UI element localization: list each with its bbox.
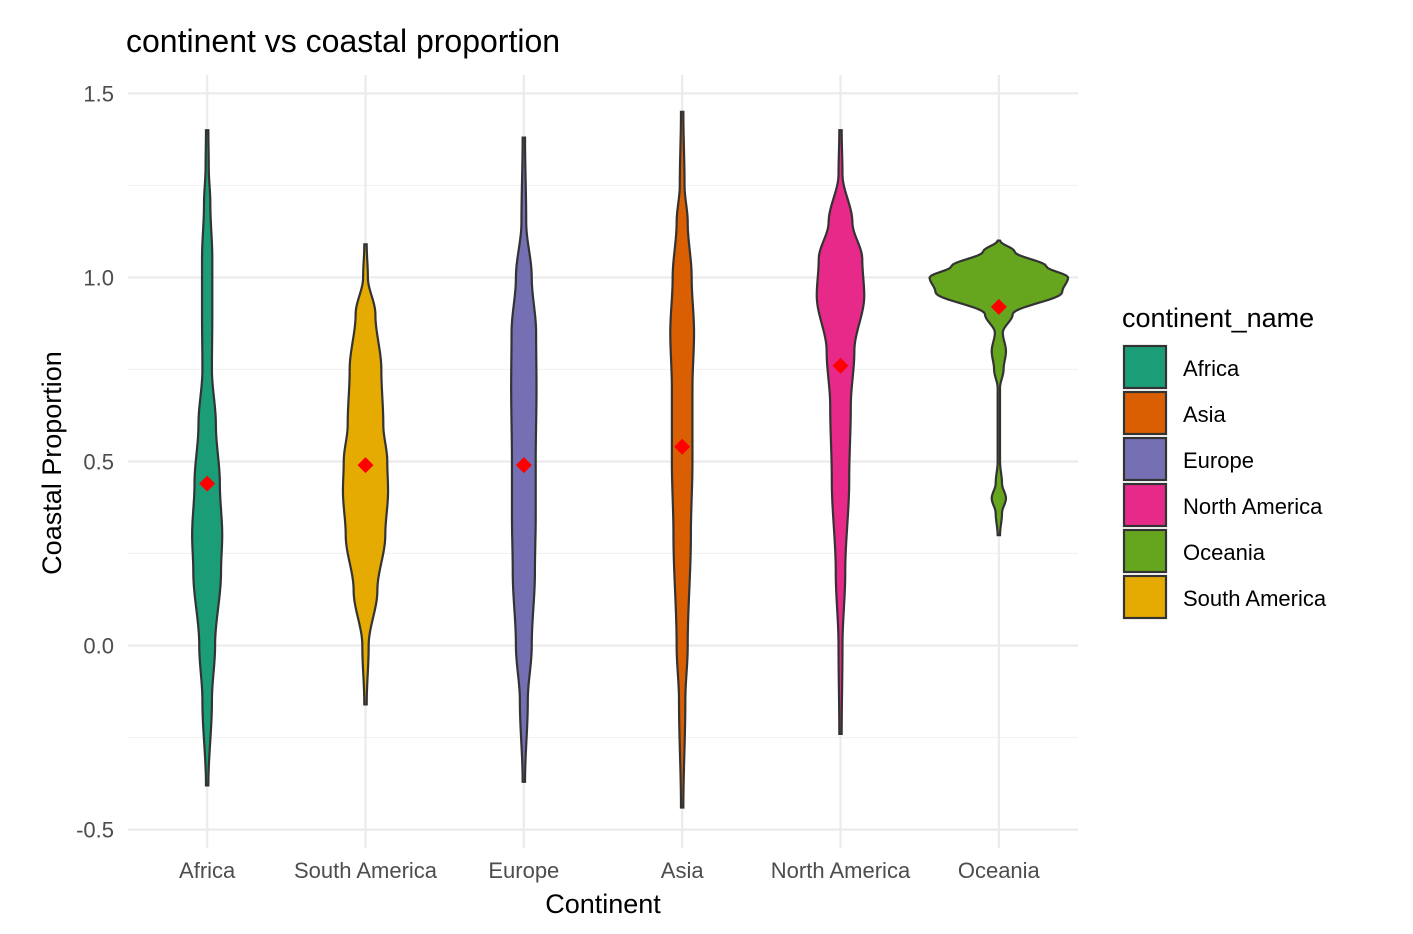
violin-oceania bbox=[928, 239, 1070, 537]
mean-marker-south-america bbox=[357, 457, 374, 474]
y-tick-label: 0.0 bbox=[83, 634, 114, 659]
x-tick-label: South America bbox=[294, 858, 438, 883]
x-tick-label: North America bbox=[771, 858, 911, 883]
x-tick-label: Europe bbox=[488, 858, 559, 883]
legend-label: North America bbox=[1183, 494, 1323, 519]
mean-marker-oceania bbox=[990, 298, 1007, 315]
axis-layer: -0.5 0.0 0.5 1.0 1.5 Africa South America Europ… bbox=[76, 81, 1040, 883]
legend-swatch bbox=[1122, 482, 1168, 528]
legend-label: South America bbox=[1183, 586, 1327, 611]
y-tick-label: 1.5 bbox=[83, 81, 114, 106]
x-axis-title: Continent bbox=[545, 889, 661, 919]
legend-swatch bbox=[1122, 390, 1168, 436]
x-tick-label: Asia bbox=[661, 858, 705, 883]
violin-africa bbox=[191, 129, 224, 787]
grid-layer bbox=[128, 75, 1078, 848]
y-tick-label: 0.5 bbox=[83, 450, 114, 475]
legend-label: Europe bbox=[1183, 448, 1254, 473]
legend: continent_name Africa Asia Europe North Ame… bbox=[1122, 303, 1327, 620]
x-tick-label: Oceania bbox=[958, 858, 1041, 883]
legend-label: Asia bbox=[1183, 402, 1227, 427]
violin-asia bbox=[669, 110, 696, 809]
legend-items: Africa Asia Europe North America Oceania Sout… bbox=[1122, 344, 1327, 620]
violin-south-america bbox=[341, 243, 390, 706]
chart-title: continent vs coastal proportion bbox=[126, 23, 560, 59]
legend-label: Africa bbox=[1183, 356, 1240, 381]
x-tick-label: Africa bbox=[179, 858, 236, 883]
mean-marker-north-america bbox=[832, 357, 849, 374]
y-tick-label: 1.0 bbox=[83, 265, 114, 290]
legend-swatch bbox=[1122, 436, 1168, 482]
violin-north-america bbox=[815, 129, 866, 735]
violin-layer bbox=[191, 110, 1070, 809]
legend-swatch bbox=[1122, 528, 1168, 574]
legend-title: continent_name bbox=[1122, 303, 1314, 333]
mean-marker-asia bbox=[674, 438, 691, 455]
mean-marker-europe bbox=[515, 457, 532, 474]
legend-swatch bbox=[1122, 344, 1168, 390]
legend-swatch bbox=[1122, 574, 1168, 620]
y-tick-label: -0.5 bbox=[76, 818, 114, 843]
mean-marker-layer bbox=[199, 298, 1007, 492]
mean-marker-africa bbox=[199, 475, 216, 492]
y-axis-title: Coastal Proportion bbox=[37, 351, 67, 575]
legend-label: Oceania bbox=[1183, 540, 1266, 565]
